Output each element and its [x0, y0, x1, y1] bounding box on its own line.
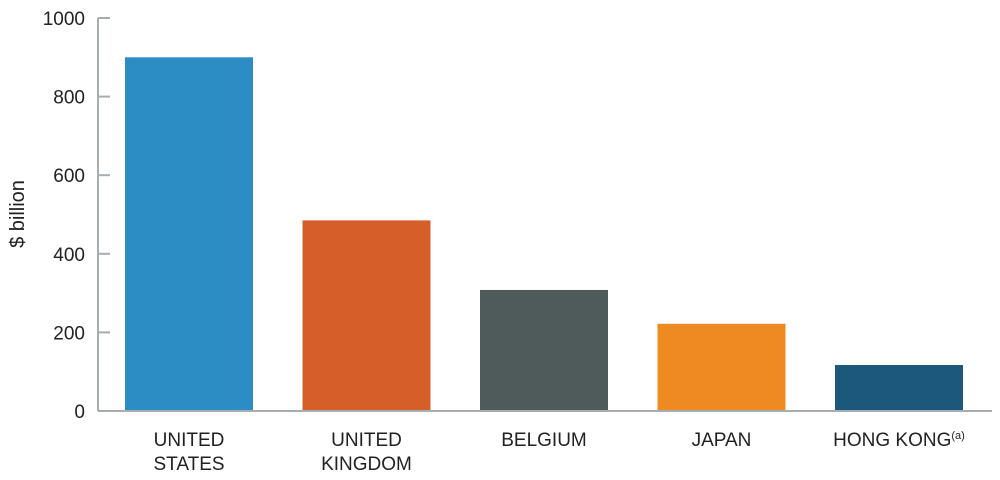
y-tick-label: 600: [53, 166, 85, 187]
x-category-label: HONG KONG(a): [833, 430, 965, 451]
x-category-label: UNITED STATES: [153, 430, 224, 475]
bar: [657, 323, 786, 411]
y-axis-title: $ billion: [7, 180, 29, 248]
x-category-label: UNITED KINGDOM: [321, 430, 412, 475]
x-category-label: BELGIUM: [501, 430, 587, 451]
y-axis-ticks: 0 200 400 600 800 1000: [43, 9, 110, 423]
bars: [125, 57, 963, 412]
bar: [480, 289, 608, 411]
y-tick-label: 800: [53, 88, 85, 109]
bar: [835, 365, 963, 411]
x-category-label: JAPAN: [692, 430, 752, 451]
y-tick-label: 1000: [43, 9, 85, 30]
bar: [125, 57, 253, 412]
y-tick-label: 0: [74, 402, 85, 423]
y-tick-label: 400: [53, 245, 85, 266]
category-labels: UNITED STATES UNITED KINGDOM BELGIUM JAPAN HON…: [153, 430, 964, 475]
y-tick-label: 200: [53, 323, 85, 344]
bar: [302, 220, 431, 411]
